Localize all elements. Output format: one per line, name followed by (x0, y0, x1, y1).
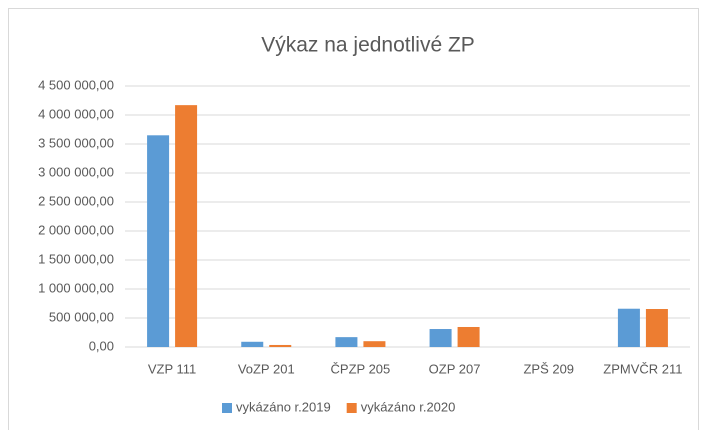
bar (147, 135, 170, 347)
legend-swatch (346, 403, 357, 413)
bar (457, 326, 480, 347)
x-tick-label: ZPMVČR 211 (603, 361, 682, 376)
x-tick-label: ČPZP 205 (331, 361, 391, 376)
legend-label: vykázáno r.2020 (361, 399, 456, 414)
x-tick-label: VoZP 201 (238, 361, 295, 376)
chart-title: Výkaz na jednotlivé ZP (261, 34, 475, 57)
y-tick-label: 4 000 000,00 (38, 106, 114, 121)
bar (335, 337, 358, 347)
bar (175, 105, 198, 347)
y-tick-label: 2 000 000,00 (38, 222, 114, 237)
x-tick-label: OZP 207 (429, 361, 481, 376)
y-tick-label: 3 000 000,00 (38, 164, 114, 179)
x-tick-label: ZPŠ 209 (523, 361, 574, 376)
y-tick-label: 1 000 000,00 (38, 280, 114, 295)
chart-frame (8, 8, 699, 430)
bar (363, 341, 386, 347)
y-tick-label: 3 500 000,00 (38, 135, 114, 150)
bar (429, 329, 452, 347)
x-tick-label: VZP 111 (148, 361, 196, 376)
bar (241, 341, 264, 347)
y-tick-label: 4 500 000,00 (38, 77, 114, 92)
bar (269, 344, 292, 347)
bar (645, 309, 668, 347)
bar (617, 308, 640, 347)
legend-swatch (222, 403, 232, 413)
y-tick-label: 0,00 (89, 338, 114, 353)
y-tick-label: 1 500 000,00 (38, 251, 114, 266)
y-tick-label: 2 500 000,00 (38, 193, 114, 208)
y-tick-label: 500 000,00 (49, 309, 114, 324)
legend-label: vykázáno r.2019 (236, 399, 331, 414)
